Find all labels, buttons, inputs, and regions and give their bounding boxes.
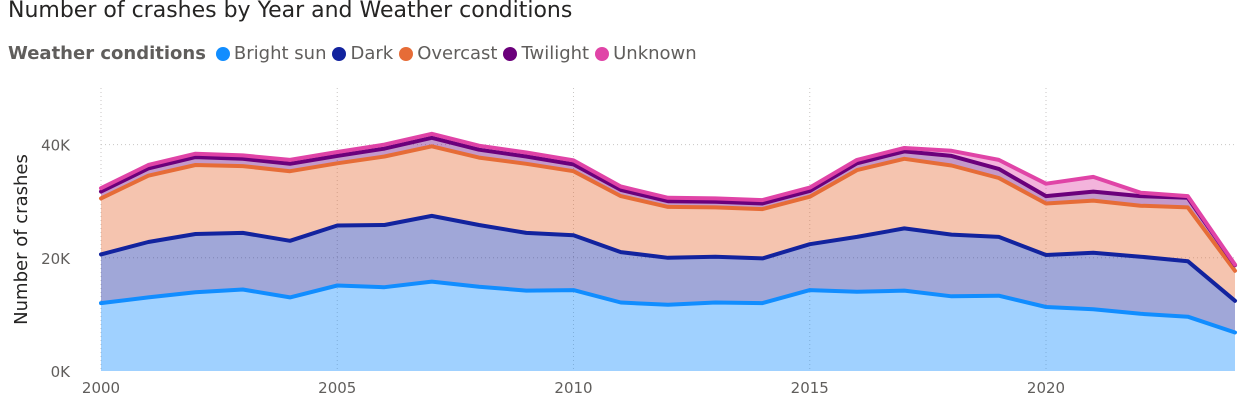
line-twilight — [99, 135, 1237, 268]
legend-swatch-twilight — [503, 46, 518, 61]
legend-label: Dark — [350, 43, 394, 64]
y-tick-label: 20K — [41, 250, 71, 268]
legend-swatch-bright-sun — [215, 46, 230, 61]
y-tick-label: 0K — [51, 363, 72, 381]
legend-swatch-unknown — [595, 46, 610, 61]
y-tick-label: 40K — [41, 137, 71, 155]
line-dark — [99, 213, 1237, 303]
area-dark — [101, 215, 1235, 333]
line-overcast — [99, 144, 1237, 273]
legend-title: Weather conditions — [8, 43, 206, 64]
area-overcast — [101, 146, 1235, 301]
legend-label: Overcast — [417, 43, 498, 64]
x-tick-label: 2010 — [554, 379, 592, 397]
x-tick-label: 2020 — [1027, 379, 1065, 397]
line-unknown — [99, 131, 1237, 267]
legend-label: Twilight — [521, 43, 590, 64]
legend-item-bright-sun[interactable]: Bright sun — [215, 43, 327, 64]
legend-label: Bright sun — [233, 43, 327, 64]
legend-item-twilight[interactable]: Twilight — [503, 43, 589, 64]
y-axis-label: Number of crashes — [11, 154, 32, 325]
legend-swatch-overcast — [399, 46, 414, 61]
chart-title: Number of crashes by Year and Weather co… — [8, 0, 573, 23]
legend-item-unknown[interactable]: Unknown — [595, 43, 697, 64]
legend-item-overcast[interactable]: Overcast — [399, 43, 497, 64]
x-tick-label: 2005 — [318, 379, 356, 397]
chart-legend: Weather conditions Bright sun Dark Overc… — [8, 43, 703, 64]
legend-swatch-dark — [332, 46, 347, 61]
legend-label: Unknown — [613, 43, 697, 64]
x-tick-label: 2000 — [82, 379, 120, 397]
line-bright-sun — [99, 279, 1237, 335]
x-tick-label: 2015 — [791, 379, 829, 397]
area-bright-sun — [101, 281, 1235, 371]
legend-item-dark[interactable]: Dark — [332, 43, 393, 64]
area-twilight — [101, 137, 1235, 271]
